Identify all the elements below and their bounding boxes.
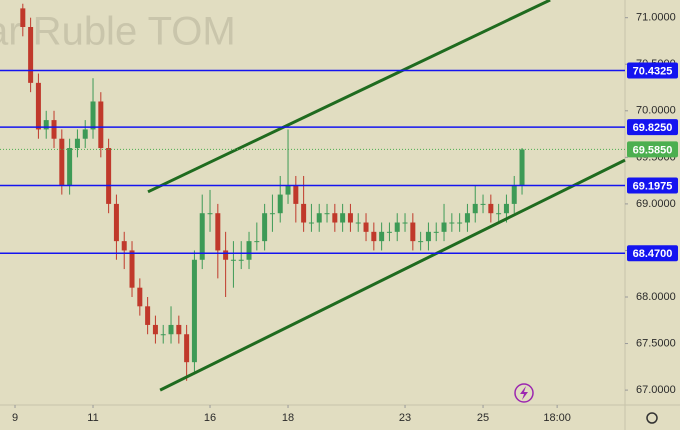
level-label: 70.4325 — [633, 65, 673, 77]
candle-body — [74, 138, 80, 149]
x-tick-label: 23 — [399, 412, 411, 424]
candle-body — [129, 250, 135, 288]
candle-body — [488, 203, 494, 214]
candle-body — [98, 101, 104, 149]
candle-body — [308, 222, 314, 224]
candle-body — [59, 138, 65, 186]
candle-body — [457, 222, 463, 224]
candle-body — [301, 203, 307, 223]
candle-body — [176, 324, 182, 335]
y-tick-label: 67.5000 — [636, 337, 676, 349]
candle-body — [246, 241, 252, 260]
candle-body — [223, 250, 229, 260]
level-label-box — [627, 62, 678, 79]
candle-body — [20, 8, 26, 27]
candle-body — [519, 149, 525, 186]
event-icon-bolt — [520, 386, 528, 400]
candle-body — [402, 222, 408, 224]
x-tick-label: 9 — [12, 412, 18, 424]
last-price-box — [627, 141, 678, 158]
y-tick-label: 68.0000 — [636, 291, 676, 303]
candle-body — [106, 148, 112, 204]
last-price-label: 69.5850 — [633, 144, 673, 156]
candle-body — [43, 120, 49, 130]
level-label-box — [627, 119, 678, 136]
candle-body — [394, 222, 400, 232]
candle-body — [371, 231, 377, 242]
candle-body — [145, 306, 151, 325]
candle-body — [90, 101, 96, 130]
candle-body — [285, 185, 291, 195]
candle-body — [316, 213, 322, 223]
candle-body — [355, 222, 361, 224]
candle-body — [363, 222, 369, 232]
candle-body — [269, 213, 275, 215]
candle-body — [511, 185, 517, 204]
candle-body — [191, 259, 197, 363]
candle-body — [410, 222, 416, 242]
level-label-box — [627, 245, 678, 262]
candle-body — [254, 241, 260, 243]
y-tick-label: 71.0000 — [636, 12, 676, 24]
candle-body — [230, 259, 236, 261]
candle-body — [480, 203, 486, 205]
candle-body — [433, 231, 439, 233]
candle-body — [332, 213, 338, 223]
candle-body — [238, 259, 244, 261]
candle-body — [184, 334, 190, 363]
x-tick-label: 18:00 — [543, 412, 571, 424]
candle-body — [277, 194, 283, 214]
level-label: 68.4700 — [633, 248, 673, 260]
candle-body — [82, 129, 88, 139]
watermark: ar Ruble TOM — [0, 10, 236, 54]
candle-body — [51, 120, 57, 139]
candle-body — [35, 82, 41, 130]
candle-body — [121, 241, 127, 251]
candle-body — [347, 213, 353, 223]
y-tick-label: 69.0000 — [636, 198, 676, 210]
trend-line — [147, 0, 551, 194]
candle-body — [168, 324, 174, 335]
candle-body — [28, 27, 34, 83]
level-label: 69.8250 — [633, 122, 673, 134]
candle-body — [441, 222, 447, 232]
level-label-box — [627, 177, 678, 194]
candle-body — [152, 324, 158, 335]
level-label: 69.1975 — [633, 180, 673, 192]
y-tick-label: 70.0000 — [636, 105, 676, 117]
candle-body — [113, 203, 119, 242]
candle-body — [215, 213, 221, 251]
x-tick-label: 18 — [282, 412, 294, 424]
candle-body — [160, 334, 166, 336]
candle-body — [449, 222, 455, 224]
candle-body — [503, 203, 509, 214]
candle-body — [425, 231, 431, 242]
x-tick-label: 16 — [204, 412, 216, 424]
candle-body — [67, 148, 73, 186]
candle-body — [324, 213, 330, 215]
x-tick-label: 11 — [87, 412, 98, 424]
candle-body — [137, 287, 143, 307]
candle-body — [207, 213, 213, 215]
x-tick-label: 25 — [477, 412, 489, 424]
y-tick-label: 67.0000 — [636, 384, 676, 396]
candle-body — [379, 231, 385, 242]
candle-body — [199, 213, 205, 260]
candle-body — [464, 213, 470, 223]
candle-body — [496, 213, 502, 215]
candle-body — [262, 213, 268, 242]
candle-body — [340, 213, 346, 223]
candle-body — [293, 185, 299, 204]
candle-body — [386, 231, 392, 233]
candle-body — [472, 203, 478, 214]
candle-body — [418, 241, 424, 243]
trend-line — [159, 158, 626, 392]
settings-icon[interactable] — [646, 412, 658, 424]
event-icon[interactable] — [514, 383, 534, 403]
